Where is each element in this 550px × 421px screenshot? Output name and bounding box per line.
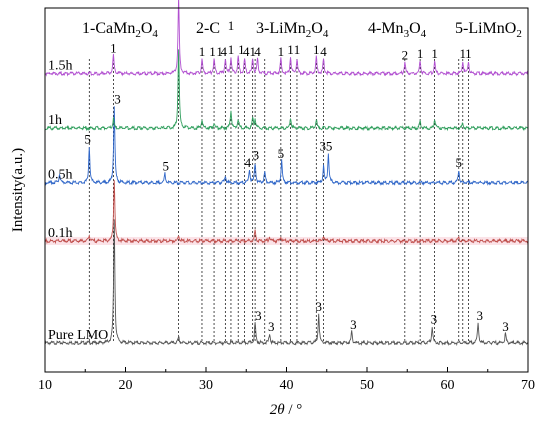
peak-label: 5 [84,131,91,146]
series-line [44,180,529,245]
peak-label: 1 [199,44,206,59]
series-line [44,0,529,77]
reference-lines [88,58,469,343]
phase-legend-item: 2-C [196,20,220,37]
peak-label: 1 [216,44,223,59]
peak-label: 1 [228,42,235,57]
pattern-series [44,0,529,347]
peak-label: 1 [431,46,438,61]
peak-label: 4 [254,44,261,59]
peak-label: 5 [456,155,463,170]
peak-label: 1 [460,46,467,61]
peak-label: 5 [278,146,285,161]
x-tick-label: 50 [360,378,374,393]
series-line [44,49,529,132]
peak-label: 1 [294,42,301,57]
x-tick-label: 10 [38,378,52,393]
peak-labels: 33333335354353551211141141411114211111 [84,18,509,334]
sample-labels: Pure LMO 0.1h 0.5h 1h 1.5h [48,59,108,343]
x-axis-variable: 2θ [270,402,286,418]
peak-label: 5 [163,159,170,174]
x-axis-unit: ° [296,402,302,418]
peak-label: 3 [253,148,260,163]
peak-label: 3 [431,312,438,327]
phase-legend-item: 1-CaMn2O4 [82,20,158,40]
sample-label: 0.1h [48,226,73,241]
peak-label: 3 [502,319,509,334]
sample-label: 0.5h [48,168,73,183]
phase-legend: 1-CaMn2O4 2-C 3-LiMn2O4 4-Mn3O4 5-LiMnO2 [82,20,522,40]
peak-label: 3 [268,319,275,334]
peak-label: 3 [255,308,262,323]
peak-label: 1 [417,46,424,61]
peak-label: 1 [465,46,472,61]
series-line [44,219,529,347]
peak-label: 4 [320,44,327,59]
peak-label: 3 [476,308,483,323]
peak-label: 1 [287,42,294,57]
x-tick-label: 30 [199,378,213,393]
phase-legend-item: 4-Mn3O4 [368,20,427,40]
peak-label: 1 [278,44,285,59]
series-highlight-band [45,236,528,245]
peak-label: 1 [110,40,117,55]
sample-label: Pure LMO [48,328,108,343]
peak-label: 1 [228,18,235,33]
peak-label: 1 [209,44,216,59]
x-axis-title: 2θ / ° [270,402,303,418]
plot-frame [44,7,529,373]
peak-label: 3 [319,139,326,154]
x-tick-label: 40 [280,378,294,393]
sample-label: 1.5h [48,59,73,74]
peak-label: 5 [326,139,333,154]
peak-label: 2 [402,48,409,63]
peak-label: 4 [220,44,227,59]
x-axis-separator: / [285,402,297,418]
peak-label: 1 [313,42,320,57]
peak-label: 3 [315,299,322,314]
peak-label: 1 [238,42,245,57]
peak-label: 3 [350,317,357,332]
peak-label: 3 [114,91,121,106]
phase-legend-item: 5-LiMnO2 [455,20,522,40]
sample-label: 1h [48,113,62,128]
series-line [44,106,529,186]
x-tick-label: 60 [441,378,455,393]
x-tick-label: 20 [119,378,133,393]
y-axis-title: Intensity(a.u.) [10,148,26,232]
x-axis-ticks: 10 20 30 40 50 60 70 [38,367,535,393]
peak-label: 1 [249,44,256,59]
peak-label: 4 [245,155,252,170]
x-tick-label: 70 [521,378,535,393]
highlight-band-layer [45,236,528,245]
phase-legend-item: 3-LiMn2O4 [256,20,329,40]
peak-label: 4 [243,44,250,59]
